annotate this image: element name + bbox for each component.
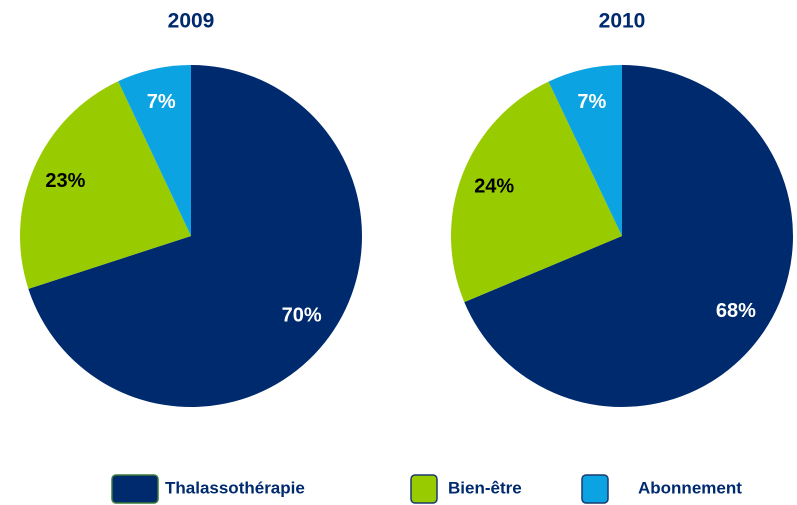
pie-slice bbox=[450, 81, 622, 303]
data-label: 24% bbox=[474, 175, 514, 197]
data-label: 7% bbox=[147, 91, 176, 113]
pie-slice bbox=[19, 81, 192, 289]
chart-title: 2010 bbox=[599, 10, 646, 33]
data-label: 68% bbox=[716, 300, 756, 322]
pie-slice bbox=[28, 65, 363, 408]
chart-title: 2009 bbox=[168, 10, 215, 33]
pie-slice bbox=[548, 65, 622, 236]
legend-swatch bbox=[111, 474, 159, 504]
legend-label: Thalassothérapie bbox=[165, 478, 305, 497]
data-label: 70% bbox=[282, 305, 322, 327]
legend-swatch bbox=[581, 474, 609, 504]
legend-label: Abonnement bbox=[638, 478, 742, 497]
legend-label: Bien-être bbox=[448, 478, 522, 497]
data-label: 7% bbox=[577, 91, 606, 113]
legend-swatch bbox=[410, 474, 438, 504]
pie-slice bbox=[464, 65, 794, 407]
data-label: 23% bbox=[45, 170, 85, 192]
pie-slice bbox=[118, 65, 191, 236]
